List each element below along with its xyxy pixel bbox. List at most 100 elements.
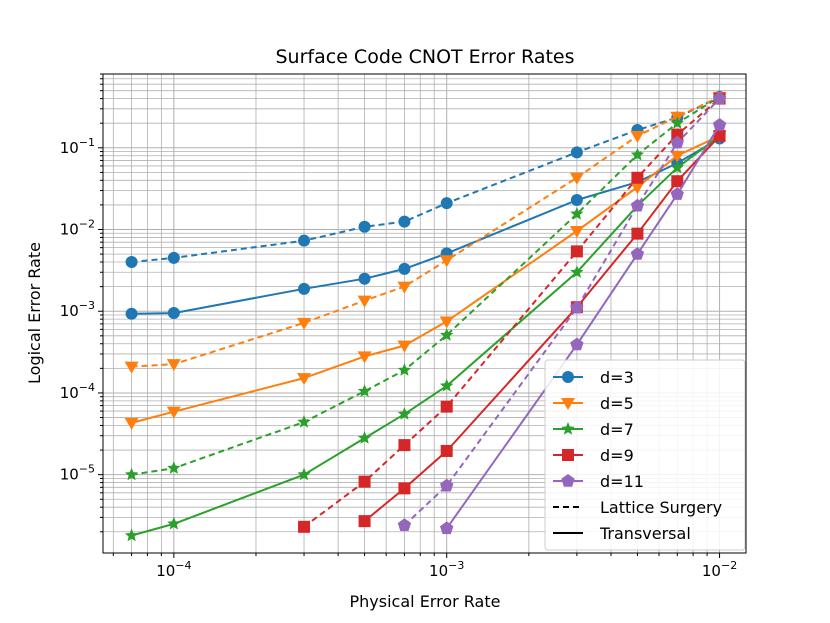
data-point-d5-lattice bbox=[297, 317, 312, 330]
data-point-d7-transversal bbox=[297, 467, 311, 481]
axis-ticks: 10−4 10−3 10−2 10−5 10−4 10−3 10−2 10−1 bbox=[60, 73, 737, 580]
data-point-d5-lattice bbox=[124, 361, 139, 374]
legend-box bbox=[544, 359, 746, 551]
data-point-d5-lattice bbox=[439, 255, 454, 268]
data-point-d5-lattice bbox=[630, 130, 645, 143]
data-point-d3-lattice bbox=[570, 146, 583, 159]
data-point-d7-lattice bbox=[124, 467, 139, 481]
series-layer bbox=[124, 89, 727, 542]
data-point-d7-transversal bbox=[570, 265, 584, 278]
data-point-d3-transversal bbox=[570, 193, 583, 206]
data-point-d5-lattice bbox=[357, 295, 372, 308]
data-point-d11-lattice bbox=[397, 518, 412, 531]
data-point-d3-lattice bbox=[167, 251, 180, 264]
legend-label-d11: d=11 bbox=[600, 472, 644, 491]
data-point-d9-lattice bbox=[398, 439, 411, 452]
data-point-d7-lattice bbox=[397, 363, 412, 376]
data-point-d5-transversal bbox=[357, 351, 372, 364]
series-line-d7-lattice bbox=[131, 96, 721, 476]
data-point-d11-transversal bbox=[670, 187, 684, 200]
data-point-d3-transversal bbox=[298, 282, 311, 295]
data-point-d11-transversal bbox=[630, 247, 645, 260]
series-line-d5-transversal bbox=[131, 134, 721, 424]
data-point-d7-transversal bbox=[167, 516, 181, 530]
data-point-d11-lattice bbox=[630, 198, 645, 212]
data-point-d11-lattice bbox=[712, 91, 727, 105]
legend-marker-d7 bbox=[561, 422, 575, 435]
legend-marker-d3 bbox=[562, 371, 574, 383]
data-point-d7-lattice bbox=[440, 328, 454, 341]
data-point-d11-transversal bbox=[440, 521, 454, 535]
data-point-d3-transversal bbox=[125, 307, 138, 320]
data-point-d9-lattice bbox=[671, 128, 684, 141]
data-point-d3-transversal bbox=[167, 307, 180, 320]
data-point-d5-transversal bbox=[166, 406, 181, 419]
data-point-d3-transversal bbox=[358, 272, 371, 285]
data-point-d9-transversal bbox=[713, 129, 726, 142]
data-point-d9-lattice bbox=[358, 475, 371, 488]
data-point-d7-lattice bbox=[670, 116, 684, 129]
x-tick-label: 10−2 bbox=[702, 559, 737, 580]
data-point-d5-transversal bbox=[630, 182, 645, 195]
series-line-d7-transversal bbox=[131, 135, 721, 537]
data-point-d3-transversal bbox=[398, 262, 411, 275]
data-point-d7-lattice bbox=[167, 461, 181, 474]
legend-label-d7: d=7 bbox=[600, 420, 634, 439]
data-point-d3-lattice bbox=[440, 197, 453, 210]
data-point-d11-transversal bbox=[570, 337, 584, 351]
data-point-d3-lattice bbox=[125, 256, 138, 269]
legend: d=3 d=5 d=7 d=9 d=11 Lattice Surgery Transvers… bbox=[544, 359, 746, 551]
legend-label-d9: d=9 bbox=[600, 446, 634, 465]
data-point-d5-transversal bbox=[297, 373, 312, 386]
legend-label-transversal: Transversal bbox=[599, 524, 691, 543]
data-point-d9-transversal bbox=[631, 227, 644, 240]
data-point-d5-lattice bbox=[569, 172, 584, 185]
data-point-d11-lattice bbox=[440, 478, 454, 492]
data-point-d3-lattice bbox=[298, 234, 311, 247]
series-line-d11-lattice bbox=[403, 97, 721, 527]
chart-title: Surface Code CNOT Error Rates bbox=[276, 46, 575, 68]
legend-label-lattice: Lattice Surgery bbox=[600, 498, 722, 517]
legend-marker-d9 bbox=[562, 449, 574, 461]
data-point-d3-lattice bbox=[358, 220, 371, 233]
data-point-d7-transversal bbox=[124, 528, 139, 542]
plot-frame bbox=[102, 73, 747, 554]
data-point-d9-lattice bbox=[298, 520, 311, 533]
data-point-d7-transversal bbox=[670, 160, 684, 174]
series-line-d9-lattice bbox=[303, 97, 721, 528]
data-point-d9-lattice bbox=[440, 400, 453, 413]
legend-marker-d11 bbox=[561, 474, 575, 487]
data-point-d5-transversal bbox=[397, 340, 412, 353]
data-point-d7-transversal bbox=[440, 378, 454, 392]
data-point-d3-lattice bbox=[398, 215, 411, 228]
legend-label-d5: d=5 bbox=[600, 394, 634, 413]
y-tick-label: 10−1 bbox=[60, 136, 95, 157]
y-axis-label: Logical Error Rate bbox=[25, 242, 44, 384]
data-point-d5-transversal bbox=[569, 225, 584, 238]
data-point-d9-transversal bbox=[671, 175, 684, 188]
data-point-d7-lattice bbox=[357, 384, 372, 397]
data-point-d9-lattice bbox=[631, 171, 644, 184]
data-point-d11-transversal bbox=[712, 118, 727, 131]
series-line-d5-lattice bbox=[131, 95, 721, 368]
y-tick-label: 10−2 bbox=[60, 218, 95, 239]
data-point-d7-transversal bbox=[357, 431, 372, 444]
data-point-d5-transversal bbox=[124, 417, 139, 430]
data-point-d5-transversal bbox=[670, 150, 685, 163]
y-tick-label: 10−4 bbox=[60, 381, 95, 402]
data-point-d9-lattice bbox=[570, 245, 583, 258]
data-point-d9-transversal bbox=[440, 444, 453, 457]
data-point-d11-lattice bbox=[670, 135, 684, 149]
y-tick-label: 10−3 bbox=[60, 299, 95, 320]
legend-marker-d5 bbox=[561, 398, 575, 410]
data-point-d7-transversal bbox=[397, 407, 412, 420]
y-tick-label: 10−5 bbox=[60, 463, 95, 484]
data-point-d5-lattice bbox=[397, 281, 412, 294]
x-axis-label: Physical Error Rate bbox=[350, 592, 501, 611]
data-point-d5-lattice bbox=[166, 359, 181, 372]
data-point-d7-lattice bbox=[570, 207, 584, 220]
data-point-d9-transversal bbox=[358, 515, 371, 528]
data-point-d7-lattice bbox=[297, 415, 311, 428]
data-point-d7-lattice bbox=[630, 147, 645, 161]
